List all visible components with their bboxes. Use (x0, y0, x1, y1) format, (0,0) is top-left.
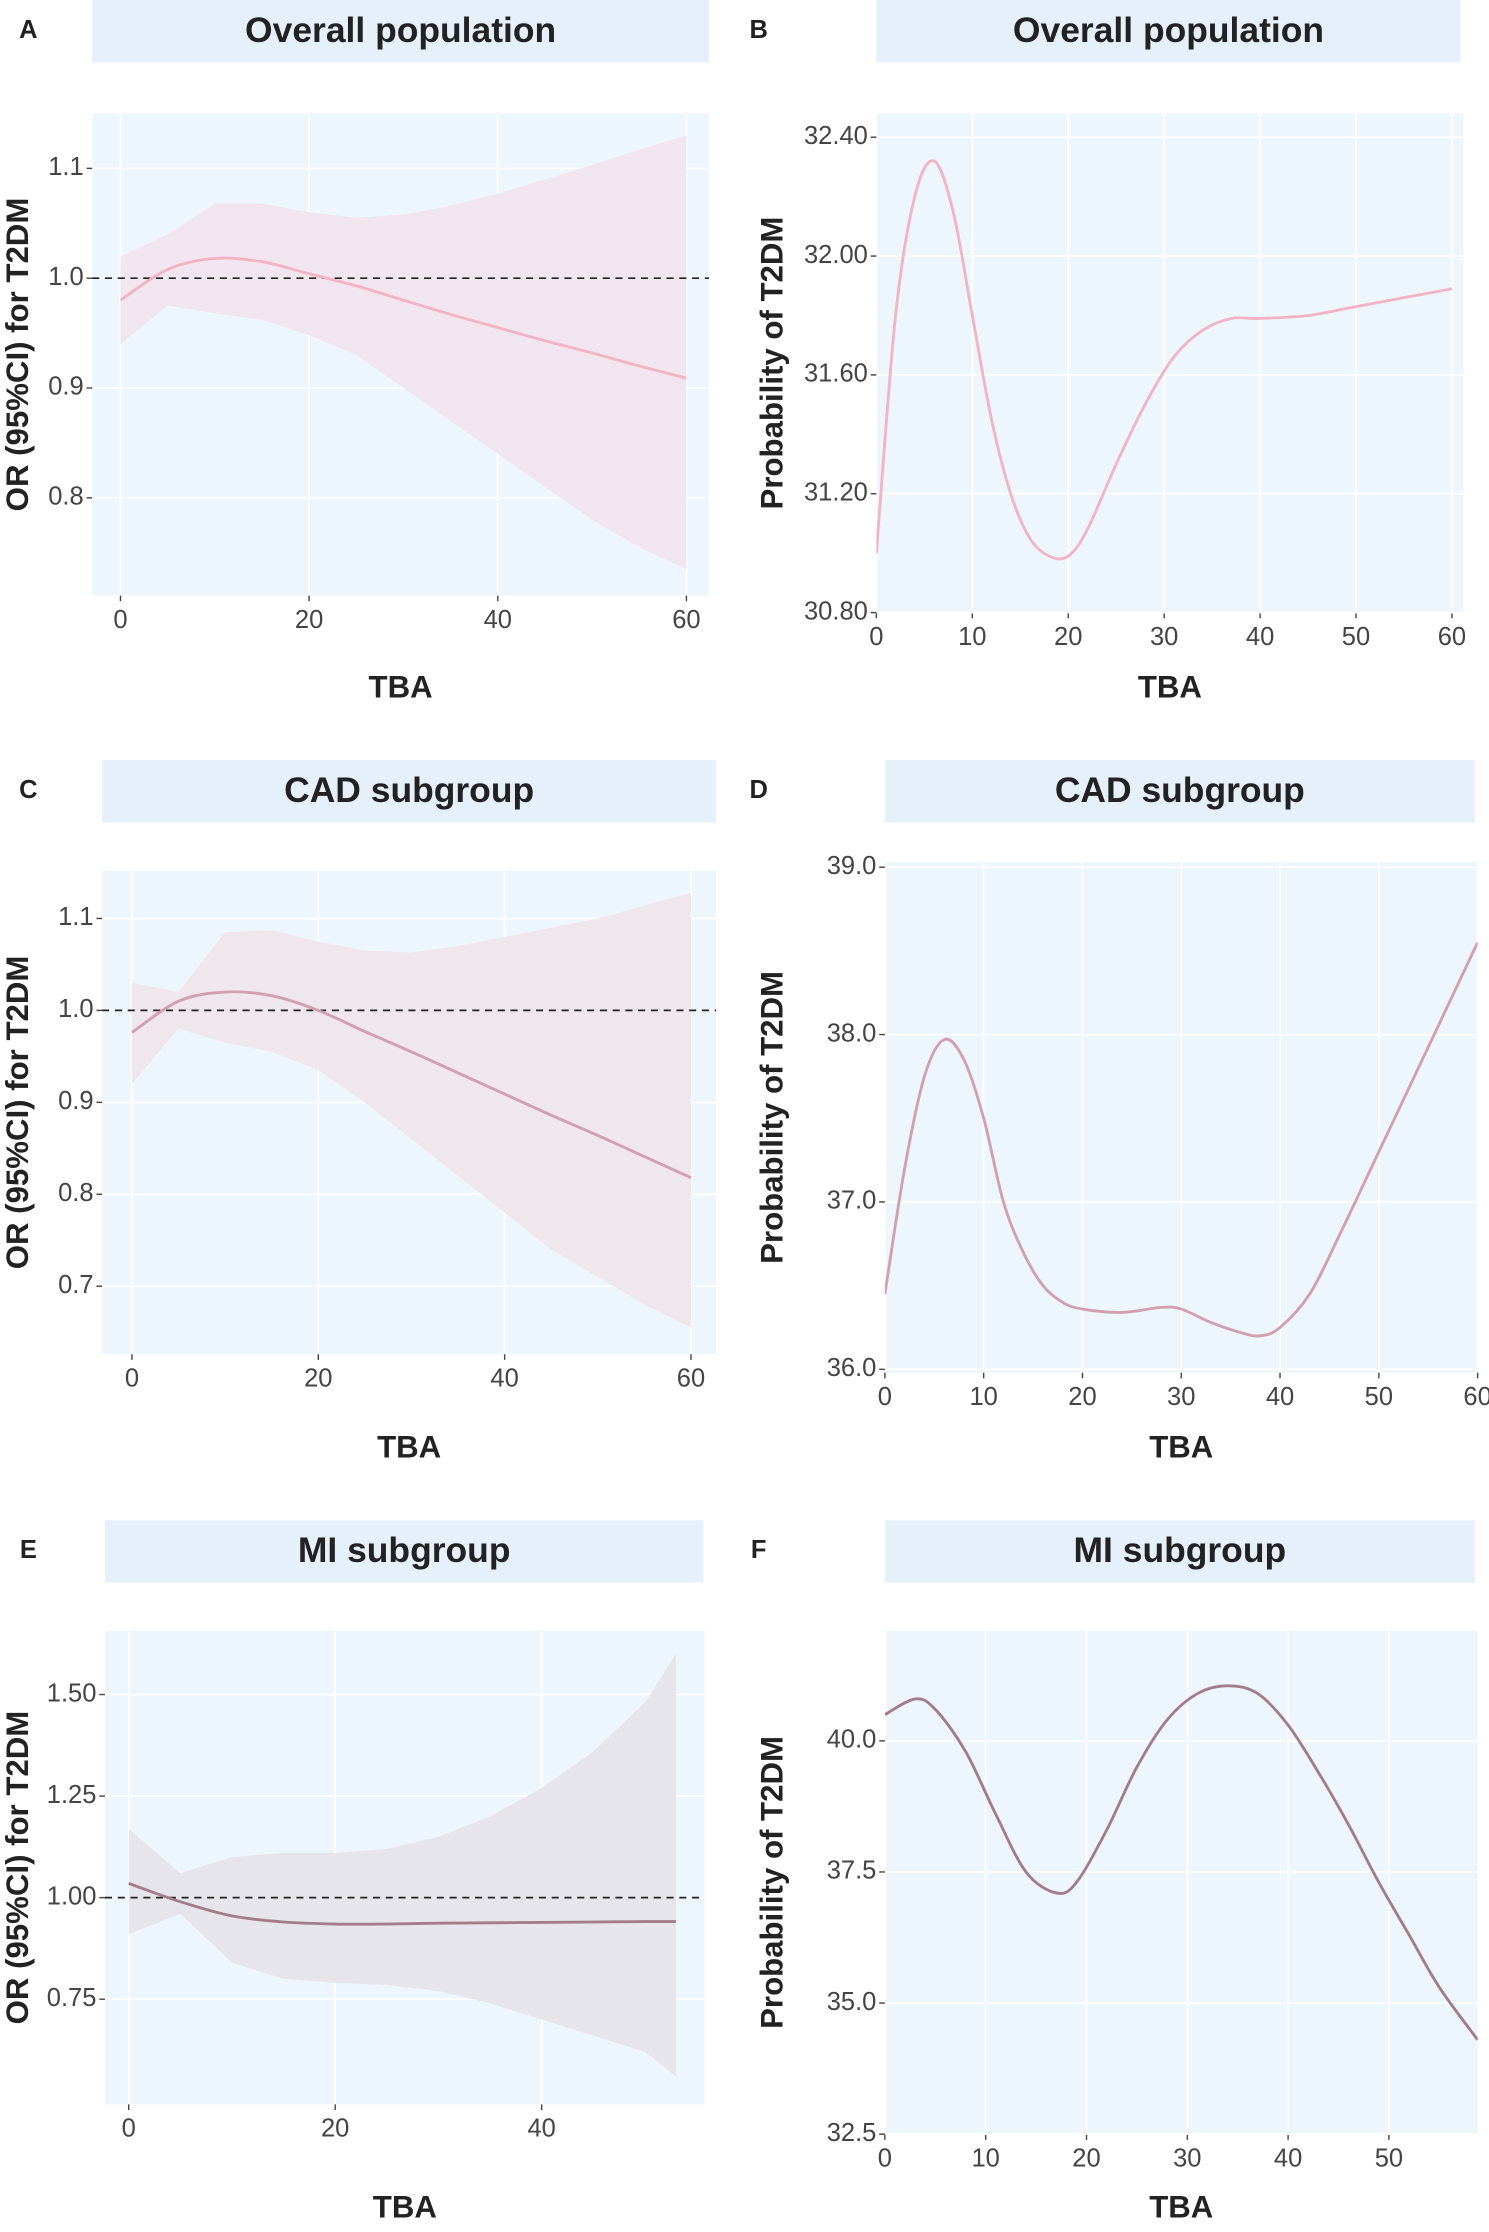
line (128, 1882, 676, 1926)
y-tick-label: 36.0 (827, 1354, 877, 1382)
panel-letter: B (749, 16, 767, 44)
panel-letter: E (20, 1536, 37, 1564)
x-tick-label: 10 (958, 623, 986, 651)
chart-title: MI subgroup (1074, 1530, 1287, 1570)
x-axis-label: TBA (1138, 669, 1202, 704)
y-tick-label: 38.0 (827, 1019, 877, 1047)
y-tick-label: 1.50 (47, 1679, 97, 1707)
chart-title: CAD subgroup (1055, 770, 1305, 810)
x-tick-label: 20 (1072, 2144, 1100, 2172)
x-tick-label: 50 (1342, 623, 1370, 651)
y-tick-label: 31.20 (804, 478, 868, 506)
x-tick-label: 20 (1068, 1383, 1096, 1411)
x-axis-label: TBA (369, 669, 433, 704)
x-tick-label: 10 (971, 2144, 999, 2172)
y-tick-label: 0.7 (58, 1271, 93, 1299)
x-tick-label: 20 (304, 1364, 332, 1392)
x-tick-label: 40 (1274, 2144, 1302, 2172)
title-box (102, 760, 717, 823)
title-box (92, 0, 710, 63)
x-tick-label: 60 (1463, 1383, 1489, 1411)
title-box (884, 1520, 1475, 1583)
chart-title: MI subgroup (298, 1530, 511, 1570)
y-axis-label: OR (95%CI) for T2DM (0, 198, 35, 512)
y-axis-label: OR (95%CI) for T2DM (0, 956, 35, 1270)
y-tick-label: 35.0 (827, 1988, 877, 2016)
x-tick-label: 0 (878, 2144, 892, 2172)
x-tick-label: 20 (295, 606, 323, 634)
y-tick-label: 32.00 (804, 241, 868, 269)
title-box (884, 760, 1475, 823)
x-tick-label: 40 (527, 2115, 555, 2143)
y-tick-label: 0.9 (58, 1087, 93, 1115)
y-tick-label: 39.0 (827, 852, 877, 880)
confidence-band (120, 135, 687, 570)
y-tick-label: 1.0 (58, 995, 93, 1023)
panel-letter: A (19, 16, 37, 44)
x-axis-label: TBA (373, 2190, 437, 2225)
panel-letter: D (749, 776, 767, 804)
x-tick-label: 50 (1375, 2144, 1403, 2172)
x-tick-label: 0 (878, 1383, 892, 1411)
line (876, 159, 1453, 561)
y-tick-label: 0.75 (47, 1984, 97, 2012)
x-tick-label: 0 (869, 623, 883, 651)
chart-title: CAD subgroup (284, 770, 534, 810)
x-tick-label: 20 (321, 2115, 349, 2143)
line (119, 256, 687, 380)
y-axis-label: Probability of T2DM (755, 217, 790, 510)
x-tick-label: 0 (113, 606, 127, 634)
y-tick-label: 0.8 (48, 483, 83, 511)
x-tick-label: 0 (122, 2115, 136, 2143)
y-axis-label: Probability of T2DM (755, 971, 790, 1264)
x-axis-label: TBA (377, 1429, 441, 1464)
line (131, 990, 692, 1180)
y-tick-label: 0.9 (48, 373, 83, 401)
x-tick-label: 0 (125, 1364, 139, 1392)
y-tick-label: 1.25 (47, 1781, 97, 1809)
x-tick-label: 30 (1167, 1383, 1195, 1411)
y-tick-label: 30.80 (804, 597, 868, 625)
x-tick-label: 50 (1365, 1383, 1393, 1411)
chart-title: Overall population (245, 10, 556, 50)
x-axis-label: TBA (1149, 1429, 1213, 1464)
x-tick-label: 30 (1173, 2144, 1201, 2172)
x-tick-label: 40 (1266, 1383, 1294, 1411)
x-tick-label: 10 (969, 1383, 997, 1411)
y-axis-label: OR (95%CI) for T2DM (0, 1711, 35, 2025)
x-tick-label: 60 (677, 1364, 705, 1392)
y-axis-label: Probability of T2DM (755, 1736, 790, 2029)
y-tick-label: 1.0 (48, 263, 83, 291)
y-tick-label: 37.5 (827, 1857, 877, 1885)
y-tick-label: 31.60 (804, 360, 868, 388)
x-axis-label: TBA (1149, 2190, 1213, 2225)
x-tick-label: 60 (1438, 623, 1466, 651)
confidence-band (128, 1653, 676, 2077)
title-box (104, 1520, 704, 1583)
x-tick-label: 40 (1246, 623, 1274, 651)
panel-letter: C (19, 776, 37, 804)
x-tick-label: 30 (1150, 623, 1178, 651)
x-tick-label: 40 (484, 606, 512, 634)
chart-title: Overall population (1013, 10, 1324, 50)
y-tick-label: 40.0 (827, 1726, 877, 1754)
y-tick-label: 1.00 (47, 1882, 97, 1910)
y-tick-label: 1.1 (58, 903, 93, 931)
panel-letter: F (751, 1536, 767, 1564)
x-tick-label: 40 (490, 1364, 518, 1392)
x-tick-label: 60 (672, 606, 700, 634)
title-box (876, 0, 1461, 63)
y-tick-label: 32.5 (827, 2119, 877, 2147)
confidence-band (131, 892, 691, 1328)
line (884, 1684, 1478, 2041)
x-tick-label: 20 (1054, 623, 1082, 651)
line (884, 941, 1478, 1338)
y-tick-label: 1.1 (48, 153, 83, 181)
y-tick-label: 37.0 (827, 1187, 877, 1215)
y-tick-label: 0.8 (58, 1179, 93, 1207)
y-tick-label: 32.40 (804, 122, 868, 150)
